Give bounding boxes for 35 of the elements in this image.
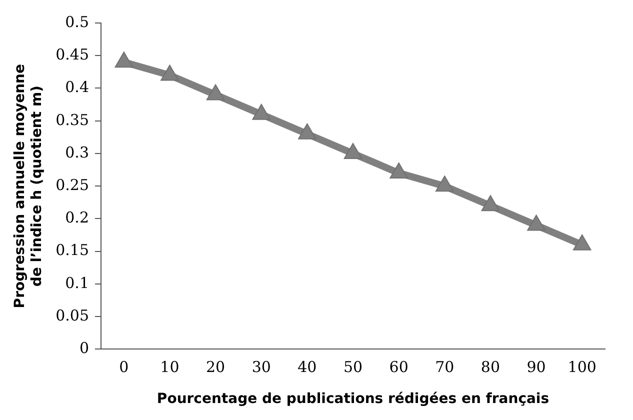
- y-tick-label: 0.2: [65, 208, 89, 227]
- x-tick-label: 100: [568, 358, 596, 376]
- x-tick-label: 50: [343, 358, 363, 376]
- point: [298, 123, 316, 140]
- point: [160, 64, 179, 81]
- y-tick-label: 0.45: [56, 46, 89, 64]
- x-tick-label: 60: [389, 358, 408, 376]
- y-axis-title: Progression annuelle moyenne de l’indice h (quotient m): [12, 64, 45, 308]
- y-tick-label: 0.25: [56, 176, 89, 194]
- y-tick-label: 0.05: [56, 306, 89, 324]
- point: [435, 176, 454, 192]
- y-tick-label: 0.5: [65, 12, 89, 31]
- point: [390, 162, 408, 179]
- point: [572, 234, 592, 250]
- y-tick-label: 0: [79, 339, 89, 358]
- y-tick-label: 0.3: [65, 143, 89, 162]
- y-tick-label: 0.35: [56, 110, 89, 129]
- x-axis-title: Pourcentage de publications rédigées en français: [156, 391, 550, 408]
- y-tick-label: 0.15: [56, 241, 89, 260]
- x-tick-label: 70: [435, 358, 454, 376]
- point: [344, 142, 362, 159]
- x-tick-label: 0: [119, 358, 129, 376]
- x-tick-label: 40: [298, 358, 317, 376]
- point: [527, 214, 546, 231]
- x-tick-label: 90: [526, 358, 546, 376]
- point: [252, 104, 271, 120]
- x-tick-label: 20: [206, 358, 226, 376]
- point: [481, 195, 500, 212]
- point: [114, 52, 134, 68]
- x-tick-label: 80: [480, 358, 500, 376]
- y-tick-label: 0.4: [65, 78, 89, 96]
- x-tick-label: 10: [160, 358, 180, 376]
- x-tick-label: 30: [252, 358, 271, 376]
- y-tick-label: 0.1: [65, 274, 89, 292]
- point: [206, 84, 225, 100]
